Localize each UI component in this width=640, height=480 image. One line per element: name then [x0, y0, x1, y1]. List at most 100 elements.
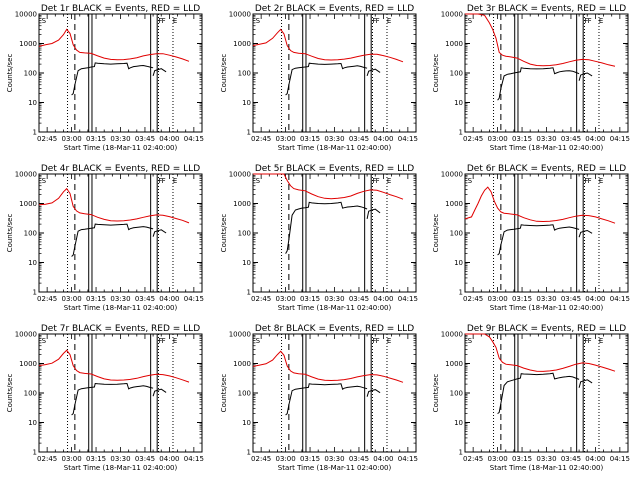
x-tick-label: 03:15 [512, 135, 532, 143]
marker-label: F [588, 17, 592, 25]
series-line-events [497, 67, 580, 101]
plot-frame [252, 13, 417, 133]
marker-label: E [599, 17, 603, 25]
panel-det-6r: Det 6r BLACK = Events, RED = LLD 1 10 100 10… [432, 164, 630, 312]
y-axis-label: Counts/sec [432, 54, 440, 93]
marker-label: F [158, 17, 162, 25]
panel-title: Det 8r BLACK = Events, RED = LLD [255, 324, 414, 334]
x-tick-label: 04:00 [373, 135, 393, 143]
y-axis-label: Counts/sec [6, 54, 14, 93]
panel-title: Det 5r BLACK = Events, RED = LLD [255, 164, 414, 174]
x-tick-label: 03:15 [300, 135, 320, 143]
x-tick-label: 03:15 [86, 295, 106, 303]
marker-label: S [256, 177, 261, 185]
marker-label: E [387, 17, 391, 25]
x-tick-label: 03:30 [536, 295, 556, 303]
x-axis-label: Start Time (18-Mar-11 02:40:00) [64, 304, 178, 312]
y-tick-label: 1 [459, 289, 463, 297]
y-tick-label: 10000 [441, 11, 463, 19]
y-tick-label: 1 [247, 129, 251, 137]
series-line-events [152, 68, 167, 77]
x-tick-label: 04:15 [398, 135, 418, 143]
x-tick-label: 03:00 [276, 295, 296, 303]
series-line-events [285, 383, 368, 416]
y-tick-label: 10 [28, 419, 37, 427]
x-tick-label: 03:45 [561, 455, 581, 463]
series-line-events [285, 201, 368, 254]
x-tick-label: 03:30 [324, 295, 344, 303]
panel-title: Det 4r BLACK = Events, RED = LLD [41, 164, 200, 174]
y-tick-label: 100 [238, 70, 251, 78]
y-tick-label: 1000 [19, 40, 37, 48]
series-line-events [366, 389, 381, 397]
panel-title: Det 9r BLACK = Events, RED = LLD [467, 324, 626, 334]
series-line-events [71, 223, 154, 257]
panel-det-5r: Det 5r BLACK = Events, RED = LLD 1 10 100 10… [220, 164, 418, 312]
x-axis-label: Start Time (18-Mar-11 02:40:00) [490, 144, 604, 152]
y-tick-label: 100 [238, 390, 251, 398]
plot-frame [464, 333, 629, 453]
x-tick-label: 04:00 [373, 295, 393, 303]
plot-frame [464, 173, 629, 293]
x-tick-label: 03:30 [110, 455, 130, 463]
series-line-lld [252, 28, 404, 63]
marker-label: E [599, 177, 603, 185]
x-axis-label: Start Time (18-Mar-11 02:40:00) [278, 144, 392, 152]
marker-label: E [387, 337, 391, 345]
y-tick-label: 1 [459, 129, 463, 137]
x-tick-label: 04:15 [184, 135, 204, 143]
y-tick-label: 1 [33, 289, 37, 297]
x-tick-label: 03:00 [276, 455, 296, 463]
y-tick-label: 10000 [441, 171, 463, 179]
marker-label: E [173, 177, 177, 185]
y-tick-label: 10 [28, 99, 37, 107]
x-tick-label: 02:45 [37, 295, 57, 303]
x-axis-label: Start Time (18-Mar-11 02:40:00) [278, 464, 392, 472]
marker-label: F [376, 17, 380, 25]
x-tick-label: 03:15 [512, 295, 532, 303]
y-tick-label: 10000 [15, 331, 37, 339]
x-tick-label: 03:45 [561, 135, 581, 143]
y-tick-label: 100 [238, 230, 251, 238]
panel-det-9r: Det 9r BLACK = Events, RED = LLD 1 10 100 10… [432, 324, 630, 472]
y-tick-label: 1000 [233, 360, 251, 368]
x-tick-label: 04:00 [585, 455, 605, 463]
y-tick-label: 10 [28, 259, 37, 267]
marker-label: S [42, 177, 47, 185]
x-axis-label: Start Time (18-Mar-11 02:40:00) [278, 304, 392, 312]
x-tick-label: 03:15 [300, 295, 320, 303]
x-tick-label: 04:15 [184, 295, 204, 303]
marker-label: F [588, 337, 592, 345]
series-line-events [497, 224, 580, 256]
x-tick-label: 03:45 [349, 295, 369, 303]
x-axis-label: Start Time (18-Mar-11 02:40:00) [64, 144, 178, 152]
marker-label: S [468, 337, 473, 345]
x-tick-label: 03:30 [324, 135, 344, 143]
x-tick-label: 04:00 [373, 455, 393, 463]
y-axis-label: Counts/sec [432, 374, 440, 413]
x-tick-label: 04:15 [398, 455, 418, 463]
x-tick-label: 03:30 [110, 135, 130, 143]
y-tick-label: 10000 [229, 171, 251, 179]
x-tick-label: 04:15 [184, 455, 204, 463]
marker-label: F [372, 17, 376, 25]
series-line-events [578, 72, 593, 81]
y-tick-label: 10 [242, 259, 251, 267]
y-tick-label: 10 [242, 419, 251, 427]
marker-label: E [599, 337, 603, 345]
x-tick-label: 03:00 [488, 295, 508, 303]
panel-title: Det 6r BLACK = Events, RED = LLD [467, 164, 626, 174]
y-tick-label: 1000 [233, 200, 251, 208]
panel-det-3r: Det 3r BLACK = Events, RED = LLD 1 10 100 10… [432, 4, 630, 152]
series-line-lld [38, 28, 190, 62]
series-line-lld [465, 333, 616, 372]
y-tick-label: 1 [247, 289, 251, 297]
panel-title: Det 7r BLACK = Events, RED = LLD [41, 324, 200, 334]
x-tick-label: 03:45 [135, 135, 155, 143]
y-tick-label: 10000 [15, 11, 37, 19]
y-axis-label: Counts/sec [6, 214, 14, 253]
x-tick-label: 03:45 [135, 455, 155, 463]
marker-label: F [158, 177, 162, 185]
y-tick-label: 1 [459, 449, 463, 457]
